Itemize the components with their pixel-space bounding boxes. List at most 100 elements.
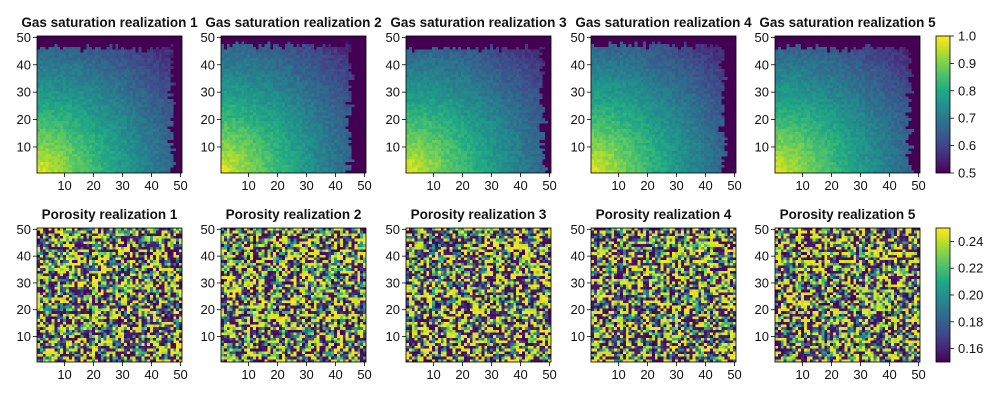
colorbar-tick-label: 0.9	[958, 56, 976, 71]
y-tick-label: 40	[386, 249, 400, 264]
y-tick-label: 50	[17, 30, 31, 45]
x-tick-label: 50	[357, 178, 371, 193]
x-tick-label: 40	[513, 367, 527, 382]
y-tick-label: 40	[755, 57, 769, 72]
x-tick-label: 10	[57, 367, 71, 382]
x-tick-label: 40	[698, 178, 712, 193]
y-tick-label: 20	[17, 302, 31, 317]
colorbar-tick-label: 0.22	[958, 261, 983, 276]
y-tick-label: 30	[201, 275, 215, 290]
plot-frame	[405, 35, 552, 174]
x-tick-label: 50	[727, 178, 741, 193]
colorbar-gradient	[936, 228, 950, 362]
panel-title: Porosity realization 1	[42, 207, 178, 222]
panel-porosity-1: Porosity realization 1 10 20 30 40 50 10 20 30 40…	[17, 207, 188, 382]
y-tick-label: 10	[571, 139, 585, 154]
heatmap-image	[221, 36, 366, 173]
panel-title: Porosity realization 2	[226, 207, 362, 222]
panel-porosity-5: Porosity realization 5 10 20 30 40 50 10 20 30 40…	[755, 207, 926, 382]
y-tick-label: 20	[201, 302, 215, 317]
y-tick-label: 30	[201, 85, 215, 100]
panel-title: Gas saturation realization 2	[205, 15, 381, 30]
x-tick-label: 20	[824, 178, 838, 193]
colorbar-tick-label: 0.5	[958, 166, 976, 181]
y-tick-label: 10	[755, 329, 769, 344]
colorbar-tick-label: 0.18	[958, 314, 983, 329]
x-tick-label: 40	[882, 178, 896, 193]
y-tick-label: 20	[755, 302, 769, 317]
y-tick-label: 40	[17, 249, 31, 264]
x-tick-label: 10	[57, 178, 71, 193]
heatmap-image	[406, 36, 551, 173]
y-tick-label: 30	[17, 275, 31, 290]
y-tick-label: 20	[386, 302, 400, 317]
x-tick-label: 40	[144, 367, 158, 382]
panel-gas_saturation-1: Gas saturation realization 1 10 20 30 40 50 10…	[17, 15, 199, 193]
x-tick-label: 50	[173, 178, 187, 193]
y-tick-label: 40	[571, 249, 585, 264]
plot-frame	[590, 227, 737, 363]
y-tick-label: 50	[386, 30, 400, 45]
y-tick-label: 30	[571, 275, 585, 290]
heatmap-image	[591, 36, 736, 173]
y-tick-label: 40	[386, 57, 400, 72]
x-tick-label: 30	[115, 367, 129, 382]
x-tick-label: 10	[611, 178, 625, 193]
plot-frame	[36, 227, 183, 363]
panel-porosity-4: Porosity realization 4 10 20 30 40 50 10 20 30 40…	[571, 207, 742, 382]
panel-title: Gas saturation realization 1	[21, 15, 198, 30]
y-tick-label: 50	[201, 222, 215, 237]
x-tick-label: 40	[513, 178, 527, 193]
x-tick-label: 30	[484, 178, 498, 193]
panel-title: Porosity realization 4	[596, 207, 732, 222]
colorbar-frame	[935, 35, 951, 174]
colorbar-gas_saturation: 0.5 0.6 0.7 0.8 0.9 1.0	[935, 29, 976, 181]
heatmap-image	[406, 228, 551, 362]
panel-title: Gas saturation realization 4	[575, 15, 752, 30]
y-tick-label: 20	[17, 112, 31, 127]
panel-porosity-2: Porosity realization 2 10 20 30 40 50 10 20 30 40…	[201, 207, 372, 382]
plot-frame	[220, 35, 367, 174]
x-tick-label: 20	[455, 178, 469, 193]
plot-frame	[774, 35, 921, 174]
x-tick-label: 30	[299, 367, 313, 382]
y-tick-label: 30	[755, 275, 769, 290]
y-tick-label: 40	[201, 57, 215, 72]
y-tick-label: 40	[755, 249, 769, 264]
plot-frame	[36, 35, 183, 174]
x-tick-label: 40	[328, 178, 342, 193]
plot-frame	[220, 227, 367, 363]
y-tick-label: 20	[571, 302, 585, 317]
y-tick-label: 20	[386, 112, 400, 127]
y-tick-label: 30	[755, 85, 769, 100]
x-tick-label: 50	[173, 367, 187, 382]
x-tick-label: 10	[426, 367, 440, 382]
x-tick-label: 20	[270, 178, 284, 193]
x-tick-label: 20	[824, 367, 838, 382]
colorbar-tick-label: 1.0	[958, 29, 976, 44]
x-tick-label: 30	[484, 367, 498, 382]
y-tick-label: 30	[386, 275, 400, 290]
heatmap-image	[775, 228, 920, 362]
heatmap-image	[591, 228, 736, 362]
x-tick-label: 50	[911, 367, 925, 382]
y-tick-label: 10	[571, 329, 585, 344]
y-tick-label: 10	[386, 329, 400, 344]
x-tick-label: 10	[241, 367, 255, 382]
x-tick-label: 40	[328, 367, 342, 382]
x-tick-label: 50	[727, 367, 741, 382]
panel-porosity-3: Porosity realization 3 10 20 30 40 50 10 20 30 40…	[386, 207, 557, 382]
panel-title: Porosity realization 3	[411, 207, 547, 222]
y-tick-label: 50	[201, 30, 215, 45]
colorbar-tick-label: 0.6	[958, 138, 976, 153]
y-tick-label: 30	[17, 85, 31, 100]
x-tick-label: 10	[426, 178, 440, 193]
y-tick-label: 20	[571, 112, 585, 127]
x-tick-label: 20	[640, 178, 654, 193]
y-tick-label: 10	[17, 329, 31, 344]
x-tick-label: 30	[299, 178, 313, 193]
y-tick-label: 30	[386, 85, 400, 100]
heatmap-image	[37, 228, 182, 362]
y-tick-label: 50	[386, 222, 400, 237]
